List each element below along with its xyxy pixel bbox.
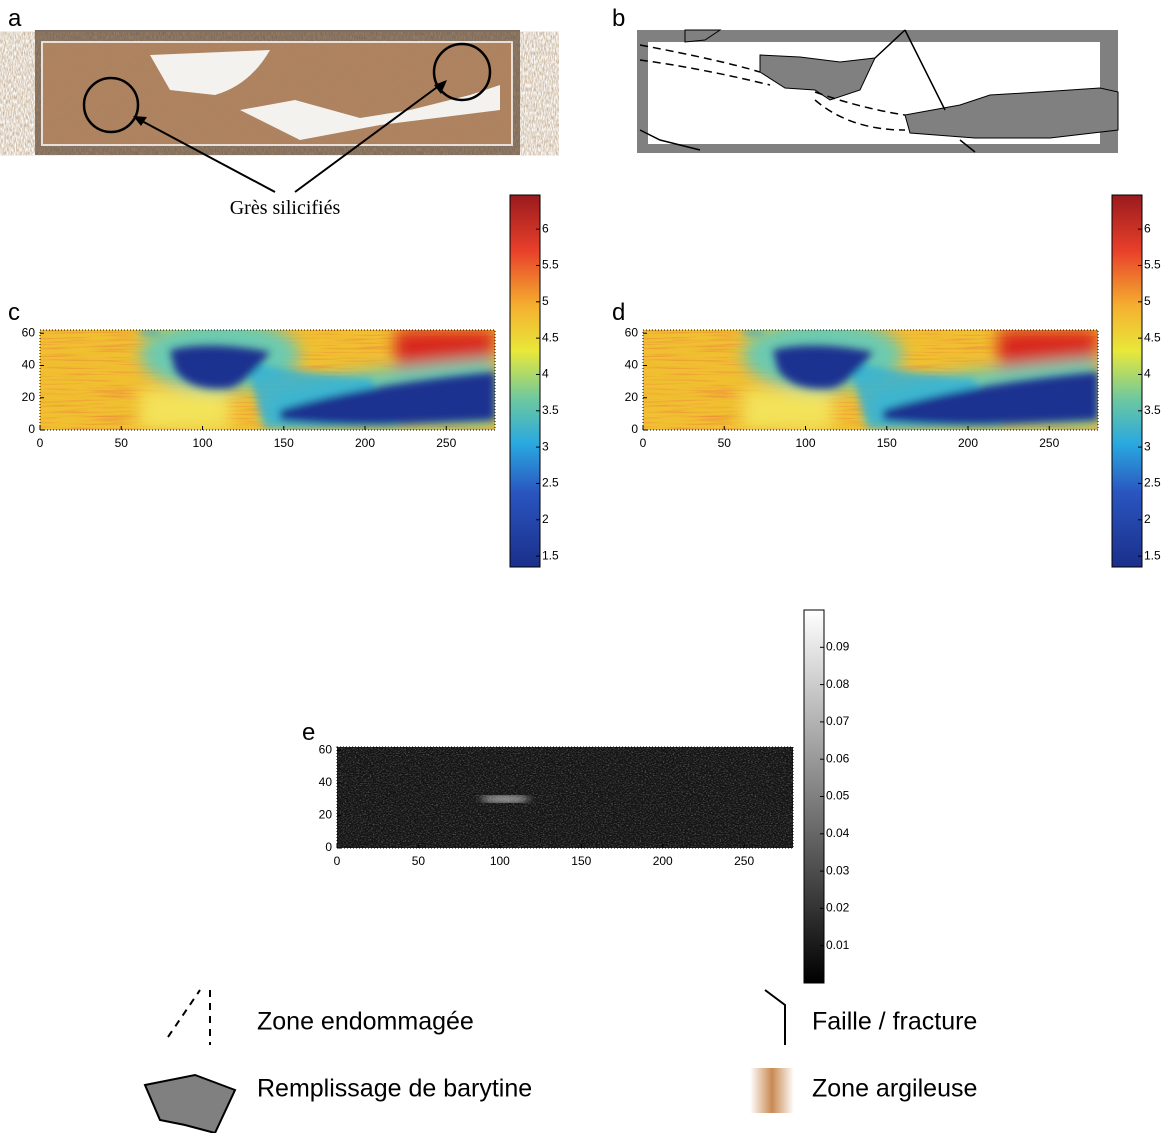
y-tick-label: 60 bbox=[319, 742, 333, 756]
colorbar-tick-label: 4 bbox=[542, 367, 549, 381]
colorbar-tick-label: 6 bbox=[1144, 221, 1151, 235]
colorbar-tick-label: 3 bbox=[542, 439, 549, 453]
colorbar bbox=[1111, 194, 1143, 568]
legend-icon bbox=[750, 1068, 794, 1113]
colorbar-tick-label: 3 bbox=[1144, 439, 1151, 453]
colorbar-tick-label: 4.5 bbox=[542, 330, 559, 344]
colorbar-tick-label: 4 bbox=[1144, 367, 1151, 381]
colorbar-tick-label: 2 bbox=[1144, 512, 1151, 526]
panel-label: e bbox=[302, 719, 315, 746]
colorbar-tick-label: 0.02 bbox=[826, 901, 850, 915]
plot-frame bbox=[336, 746, 794, 849]
y-tick-label: 20 bbox=[625, 390, 639, 404]
heatmap bbox=[643, 319, 1098, 430]
x-tick-label: 50 bbox=[718, 436, 732, 450]
colorbar-tick-label: 0.08 bbox=[826, 677, 850, 691]
legend-icon bbox=[764, 989, 786, 1045]
y-tick-label: 60 bbox=[22, 325, 36, 339]
colorbar-tick-label: 2.5 bbox=[1144, 476, 1161, 490]
y-tick-label: 20 bbox=[319, 808, 333, 822]
colorbar-tick-label: 0.09 bbox=[826, 639, 850, 653]
fault-line bbox=[639, 29, 976, 153]
x-tick-label: 100 bbox=[795, 436, 815, 450]
heatmap bbox=[40, 319, 495, 430]
x-tick-label: 200 bbox=[653, 854, 673, 868]
x-tick-label: 250 bbox=[1039, 436, 1059, 450]
x-tick-label: 100 bbox=[192, 436, 212, 450]
legend-text: Faille / fracture bbox=[812, 1008, 977, 1036]
photo-outline bbox=[41, 41, 513, 146]
colorbar-tick-label: 5.5 bbox=[542, 258, 559, 272]
annotation: Grès silicifiés bbox=[230, 197, 341, 219]
legend-icon bbox=[143, 1073, 237, 1133]
x-tick-label: 0 bbox=[640, 436, 647, 450]
colorbar-tick-label: 5.5 bbox=[1144, 258, 1161, 272]
colorbar-tick-label: 3.5 bbox=[542, 403, 559, 417]
y-tick-label: 0 bbox=[325, 840, 332, 854]
panel-label: c bbox=[8, 299, 20, 326]
x-tick-label: 50 bbox=[115, 436, 129, 450]
colorbar-tick-label: 4.5 bbox=[1144, 330, 1161, 344]
panel-label: b bbox=[612, 5, 625, 32]
circle-marker bbox=[432, 42, 492, 102]
arrow bbox=[139, 84, 441, 193]
x-tick-label: 150 bbox=[877, 436, 897, 450]
y-tick-label: 0 bbox=[631, 422, 638, 436]
panel-label: a bbox=[8, 5, 22, 32]
barite-polygon bbox=[684, 29, 1119, 139]
plot-frame bbox=[642, 329, 1099, 431]
colorbar-tick-label: 5 bbox=[542, 294, 549, 308]
colorbar-tick-label: 0.01 bbox=[826, 938, 850, 952]
circle-marker bbox=[82, 76, 140, 134]
colorbar-tick-label: 0.05 bbox=[826, 789, 850, 803]
y-tick-label: 20 bbox=[22, 390, 36, 404]
x-tick-label: 50 bbox=[412, 854, 426, 868]
colorbar-tick-label: 2 bbox=[542, 512, 549, 526]
plot-frame bbox=[39, 329, 496, 431]
colorbar-tick-label: 0.07 bbox=[826, 714, 850, 728]
x-tick-label: 0 bbox=[334, 854, 341, 868]
legend-text: Zone argileuse bbox=[812, 1075, 977, 1103]
x-tick-label: 250 bbox=[436, 436, 456, 450]
colorbar-tick-label: 6 bbox=[542, 221, 549, 235]
colorbar bbox=[509, 194, 541, 568]
colorbar-tick-label: 3.5 bbox=[1144, 403, 1161, 417]
colorbar-tick-label: 2.5 bbox=[542, 476, 559, 490]
barite-fill bbox=[150, 50, 500, 140]
x-tick-label: 200 bbox=[355, 436, 375, 450]
x-tick-label: 100 bbox=[490, 854, 510, 868]
damaged-zone bbox=[639, 44, 906, 131]
x-tick-label: 200 bbox=[958, 436, 978, 450]
legend-text: Remplissage de barytine bbox=[257, 1075, 532, 1103]
colorbar-tick-label: 1.5 bbox=[542, 548, 559, 562]
colorbar-tick-label: 0.03 bbox=[826, 863, 850, 877]
y-tick-label: 0 bbox=[28, 422, 35, 436]
legend-text: Zone endommagée bbox=[257, 1008, 474, 1036]
legend-icon bbox=[167, 989, 211, 1045]
colorbar-tick-label: 1.5 bbox=[1144, 548, 1161, 562]
colorbar-tick-label: 5 bbox=[1144, 294, 1151, 308]
y-tick-label: 40 bbox=[625, 358, 639, 372]
panel-label: d bbox=[612, 299, 625, 326]
x-tick-label: 250 bbox=[734, 854, 754, 868]
colorbar-tick-label: 0.04 bbox=[826, 826, 850, 840]
heatmap-feature bbox=[480, 796, 530, 802]
photo-texture bbox=[42, 42, 512, 145]
y-tick-label: 60 bbox=[625, 325, 639, 339]
x-tick-label: 0 bbox=[37, 436, 44, 450]
y-tick-label: 40 bbox=[319, 775, 333, 789]
colorbar-tick-label: 0.06 bbox=[826, 751, 850, 765]
heatmap-noise bbox=[337, 747, 793, 848]
x-tick-label: 150 bbox=[571, 854, 591, 868]
y-tick-label: 40 bbox=[22, 358, 36, 372]
x-tick-label: 150 bbox=[274, 436, 294, 450]
